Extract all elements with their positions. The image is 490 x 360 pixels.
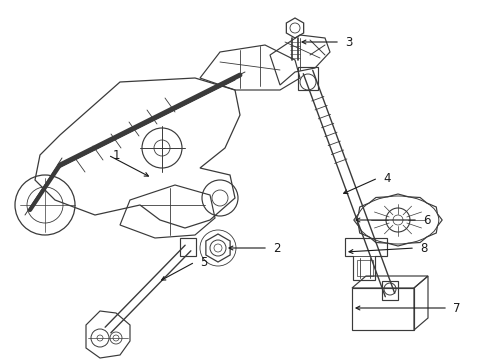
Text: 1: 1	[113, 149, 121, 162]
Text: 3: 3	[345, 36, 352, 49]
Text: 2: 2	[273, 242, 280, 255]
Text: 4: 4	[383, 171, 391, 185]
Text: 5: 5	[200, 256, 207, 269]
Text: 6: 6	[423, 213, 431, 226]
Text: 8: 8	[420, 242, 427, 255]
Text: 7: 7	[453, 302, 461, 315]
